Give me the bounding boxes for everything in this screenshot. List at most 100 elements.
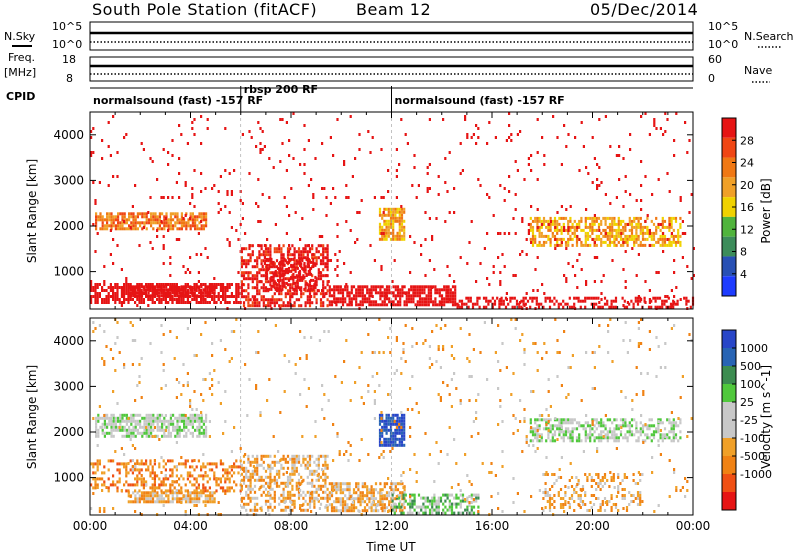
heatmap-cell: [184, 483, 187, 487]
heatmap-cell: [546, 473, 549, 476]
heatmap-cell: [428, 259, 431, 262]
heatmap-cell: [486, 193, 489, 196]
heatmap-cell: [657, 240, 660, 244]
heatmap-cell: [253, 472, 257, 476]
heatmap-cell: [163, 428, 166, 432]
heatmap-cell: [189, 224, 192, 228]
heatmap-cell: [153, 474, 156, 478]
heatmap-cell: [200, 212, 203, 216]
heatmap-cell: [167, 229, 170, 232]
heatmap-cell: [258, 256, 261, 260]
heatmap-cell: [189, 295, 192, 298]
heatmap-cell: [94, 202, 97, 205]
heatmap-cell: [444, 511, 447, 515]
heatmap-cell: [275, 247, 279, 251]
heatmap-cell: [400, 225, 404, 229]
heatmap-cell: [330, 482, 334, 486]
heatmap-cell: [324, 478, 327, 482]
heatmap-cell: [399, 500, 402, 504]
heatmap-cell: [92, 127, 95, 130]
heatmap-cell: [187, 294, 190, 298]
heatmap-cell: [134, 477, 137, 481]
heatmap-cell: [396, 413, 399, 417]
heatmap-cell: [253, 496, 257, 500]
heatmap-cell: [330, 294, 334, 298]
heatmap-cell: [160, 497, 163, 501]
heatmap-cell: [145, 459, 148, 463]
heatmap-cell: [145, 494, 148, 498]
heatmap-cell: [624, 250, 627, 253]
heatmap-cell: [650, 219, 653, 223]
heatmap-cell: [560, 205, 563, 208]
heatmap-cell: [326, 256, 329, 260]
heatmap-cell: [285, 268, 288, 271]
heatmap-cell: [235, 283, 238, 286]
heatmap-cell: [388, 491, 391, 495]
heatmap-cell: [180, 489, 183, 493]
heatmap-cell: [338, 250, 341, 253]
heatmap-cell: [567, 231, 570, 235]
heatmap-cell: [308, 454, 312, 458]
heatmap-cell: [273, 304, 276, 308]
heatmap-cell: [337, 500, 340, 504]
heatmap-cell: [686, 265, 689, 268]
heatmap-cell: [163, 431, 166, 435]
heatmap-cell: [171, 494, 174, 498]
heatmap-cell: [339, 500, 342, 504]
heatmap-cell: [672, 421, 675, 425]
heatmap-cell: [293, 505, 296, 509]
heatmap-cell: [154, 221, 157, 225]
heatmap-cell: [383, 497, 386, 501]
heatmap-cell: [313, 496, 316, 500]
heatmap-cell: [140, 301, 143, 304]
heatmap-cell: [398, 416, 401, 420]
heatmap-cell: [428, 118, 431, 121]
heatmap-cell: [619, 222, 623, 226]
heatmap-cell: [123, 286, 126, 289]
heatmap-cell: [335, 497, 338, 501]
heatmap-cell: [180, 292, 183, 295]
heatmap-cell: [114, 283, 117, 286]
heatmap-cell: [637, 234, 640, 238]
heatmap-cell: [251, 280, 254, 284]
heatmap-cell: [134, 215, 137, 219]
heatmap-cell: [156, 218, 159, 222]
heatmap-cell: [401, 288, 404, 292]
heatmap-cell: [95, 431, 98, 435]
heatmap-cell: [411, 502, 414, 506]
heatmap-cell: [327, 259, 330, 262]
heatmap-cell: [381, 488, 384, 492]
heatmap-cell: [628, 216, 631, 220]
heatmap-cell: [101, 221, 104, 225]
heatmap-cell: [591, 231, 594, 235]
heatmap-cell: [308, 505, 312, 509]
heatmap-cell: [677, 228, 680, 232]
heatmap-cell: [112, 422, 115, 426]
heatmap-cell: [412, 285, 415, 289]
heatmap-cell: [311, 481, 314, 485]
heatmap-cell: [302, 292, 305, 296]
heatmap-cell: [632, 302, 635, 306]
heatmap-cell: [95, 212, 98, 216]
heatmap-cell: [285, 169, 288, 172]
heatmap-cell: [156, 283, 159, 286]
heatmap-cell: [256, 496, 259, 500]
heatmap-cell: [423, 288, 426, 292]
heatmap-cell: [537, 305, 541, 309]
heatmap-cell: [389, 210, 393, 214]
heatmap-cell: [145, 428, 148, 432]
heatmap-cell: [200, 419, 203, 423]
heatmap-cell: [95, 224, 98, 228]
heatmap-cell: [162, 480, 165, 484]
heatmap-cell: [187, 285, 190, 289]
heatmap-cell: [200, 294, 203, 298]
heatmap-cell: [536, 228, 539, 232]
heatmap-cell: [233, 471, 236, 475]
heatmap-cell: [475, 499, 478, 503]
heatmap-cell: [438, 291, 441, 295]
heatmap-cell: [149, 500, 152, 504]
heatmap-cell: [602, 430, 605, 434]
heatmap-cell: [282, 457, 285, 461]
heatmap-cell: [306, 295, 309, 299]
